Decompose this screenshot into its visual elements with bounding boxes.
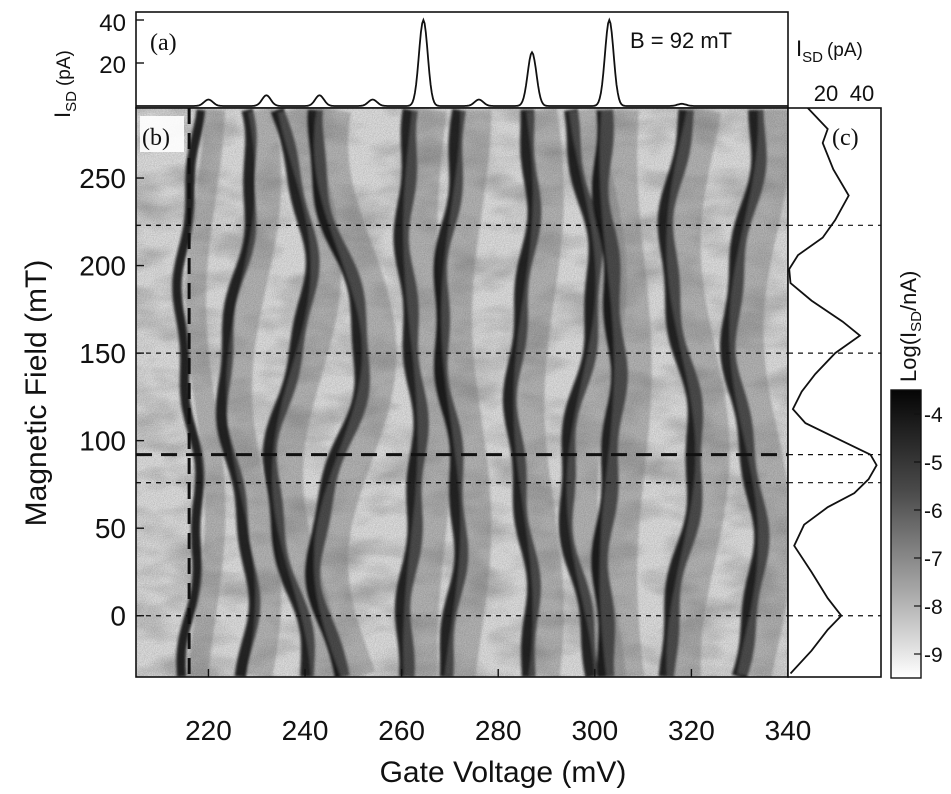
panel-c-xlabel-main: I — [796, 36, 802, 61]
panel-a: (a) B = 92 mT ISD (pA) 40 20 — [50, 10, 789, 118]
colorbar-tick-label: -5 — [924, 452, 943, 475]
y-tick-label: 100 — [79, 426, 126, 457]
field-annotation: B = 92 mT — [630, 28, 732, 53]
colorbar-gradient — [890, 389, 922, 679]
x-tick-label: 280 — [475, 715, 522, 746]
x-tick-label: 220 — [185, 715, 232, 746]
panel-b: (b) 220 240 260 280 300 320 340 0 50 100 150 200 25… — [20, 107, 812, 789]
heatmap-grain — [136, 108, 788, 677]
panel-a-ylabel-main: I — [50, 112, 75, 118]
panel-c-xlabel-sub: SD — [802, 49, 823, 66]
y-tick-label: 150 — [79, 338, 126, 369]
colorbar-label: Log(ISD/nA) — [896, 271, 925, 382]
y-tick-label: 250 — [79, 163, 126, 194]
x-tick-label: 300 — [571, 715, 618, 746]
y-axis-label: Magnetic Field (mT) — [20, 260, 53, 527]
panel-c-trace — [788, 107, 878, 675]
colorbar-tick-label: -7 — [924, 548, 943, 571]
colorbar-label-end: /nA) — [896, 271, 921, 311]
panel-a-ylabel-sub: SD — [63, 91, 80, 112]
panel-c-xlabel-unit: (pA) — [827, 40, 863, 61]
colorbar-tick-label: -6 — [924, 500, 943, 523]
panel-b-label-box — [140, 116, 184, 152]
svg-text:ISD(pA): ISD (pA) — [50, 50, 80, 118]
colorbar-tick-label: -8 — [924, 596, 943, 619]
panel-a-label: (a) — [150, 30, 177, 56]
panel-c: (c) ISD (pA) 20 40 — [787, 36, 882, 678]
colorbar-tick-label: -9 — [924, 644, 943, 667]
x-axis-label: Gate Voltage (mV) — [380, 756, 627, 789]
panel-c-xtick-40: 40 — [850, 81, 874, 106]
panel-a-trace — [136, 17, 788, 107]
panel-a-ylabel-unit: (pA) — [54, 50, 75, 86]
panel-c-xlabel: ISD (pA) — [796, 36, 863, 66]
colorbar: -4 -5 -6 -7 -8 -9 Log(ISD/nA) — [890, 271, 943, 679]
x-tick-label: 240 — [282, 715, 329, 746]
x-tick-label: 260 — [378, 715, 425, 746]
panel-a-ytick-40: 40 — [99, 10, 126, 37]
x-tick-label: 340 — [765, 715, 812, 746]
panel-c-xtick-20: 20 — [814, 81, 838, 106]
panel-a-ylabel: ISD (pA) — [50, 50, 80, 118]
colorbar-label-main: Log(I — [896, 332, 921, 382]
colorbar-label-sub: SD — [908, 311, 925, 332]
colorbar-tick-label: -4 — [924, 404, 943, 427]
panel-c-label: (c) — [832, 125, 859, 151]
x-tick-label: 320 — [668, 715, 715, 746]
y-tick-label: 50 — [95, 513, 126, 544]
panel-a-ytick-20: 20 — [99, 52, 126, 79]
y-tick-label: 200 — [79, 251, 126, 282]
panel-c-frame — [787, 107, 882, 678]
y-tick-label: 0 — [110, 601, 126, 632]
panel-b-label: (b) — [142, 125, 170, 151]
panel-a-frame — [135, 11, 789, 109]
